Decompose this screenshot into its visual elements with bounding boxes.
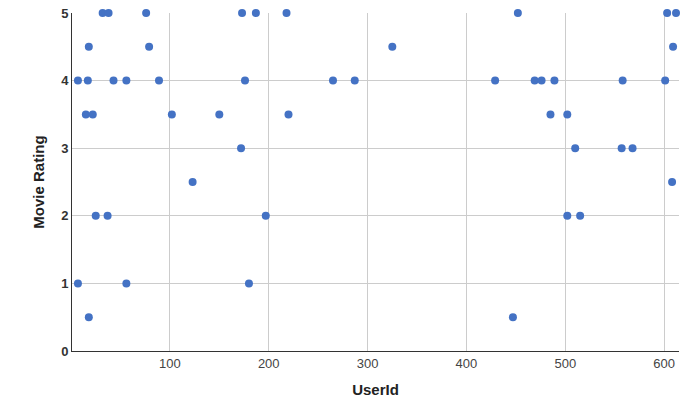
svg-text:0: 0 xyxy=(61,344,68,359)
svg-text:Movie Rating: Movie Rating xyxy=(30,135,47,228)
svg-text:3: 3 xyxy=(61,141,68,156)
svg-text:UserId: UserId xyxy=(352,381,399,398)
svg-text:1: 1 xyxy=(61,276,68,291)
svg-text:4: 4 xyxy=(61,73,69,88)
svg-text:300: 300 xyxy=(357,356,379,371)
svg-text:100: 100 xyxy=(159,356,181,371)
svg-text:400: 400 xyxy=(456,356,478,371)
svg-text:500: 500 xyxy=(554,356,576,371)
svg-text:5: 5 xyxy=(61,6,68,21)
svg-text:2: 2 xyxy=(61,208,68,223)
svg-text:200: 200 xyxy=(258,356,280,371)
svg-text:600: 600 xyxy=(653,356,675,371)
